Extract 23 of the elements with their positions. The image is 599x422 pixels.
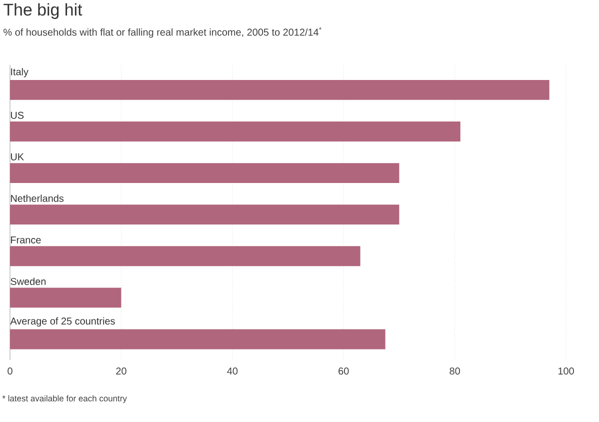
- y-tick-label: France: [11, 236, 41, 244]
- chart-title: The big hit: [4, 3, 82, 19]
- x-tick-label: 60: [338, 368, 349, 375]
- x-tick-label: 80: [450, 368, 460, 375]
- chart-subtitle: % of households with flat or falling real market income, 2005 to 2012/14$^{*}$: [4, 27, 322, 38]
- x-tick-label: 0: [8, 368, 12, 375]
- y-tick-label: Sweden: [10, 278, 46, 286]
- text: * latest available for each country: [2, 395, 127, 404]
- bar: [10, 122, 460, 142]
- y-tick-label: Italy: [11, 68, 28, 78]
- y-tick-label: US: [10, 112, 24, 119]
- bar: [10, 246, 360, 266]
- bar: [10, 204, 400, 225]
- x-tick-label: 20: [116, 368, 126, 375]
- bar: [10, 163, 400, 184]
- bar: [10, 288, 122, 308]
- x-tick-label: 100: [558, 368, 574, 375]
- bar: [10, 80, 550, 100]
- bar: [10, 329, 386, 350]
- y-tick-label: Average of 25 countries: [10, 317, 115, 327]
- x-tick-label: 40: [227, 368, 238, 375]
- y-tick-label: UK: [10, 153, 24, 160]
- y-tick-label: Netherlands: [11, 194, 64, 202]
